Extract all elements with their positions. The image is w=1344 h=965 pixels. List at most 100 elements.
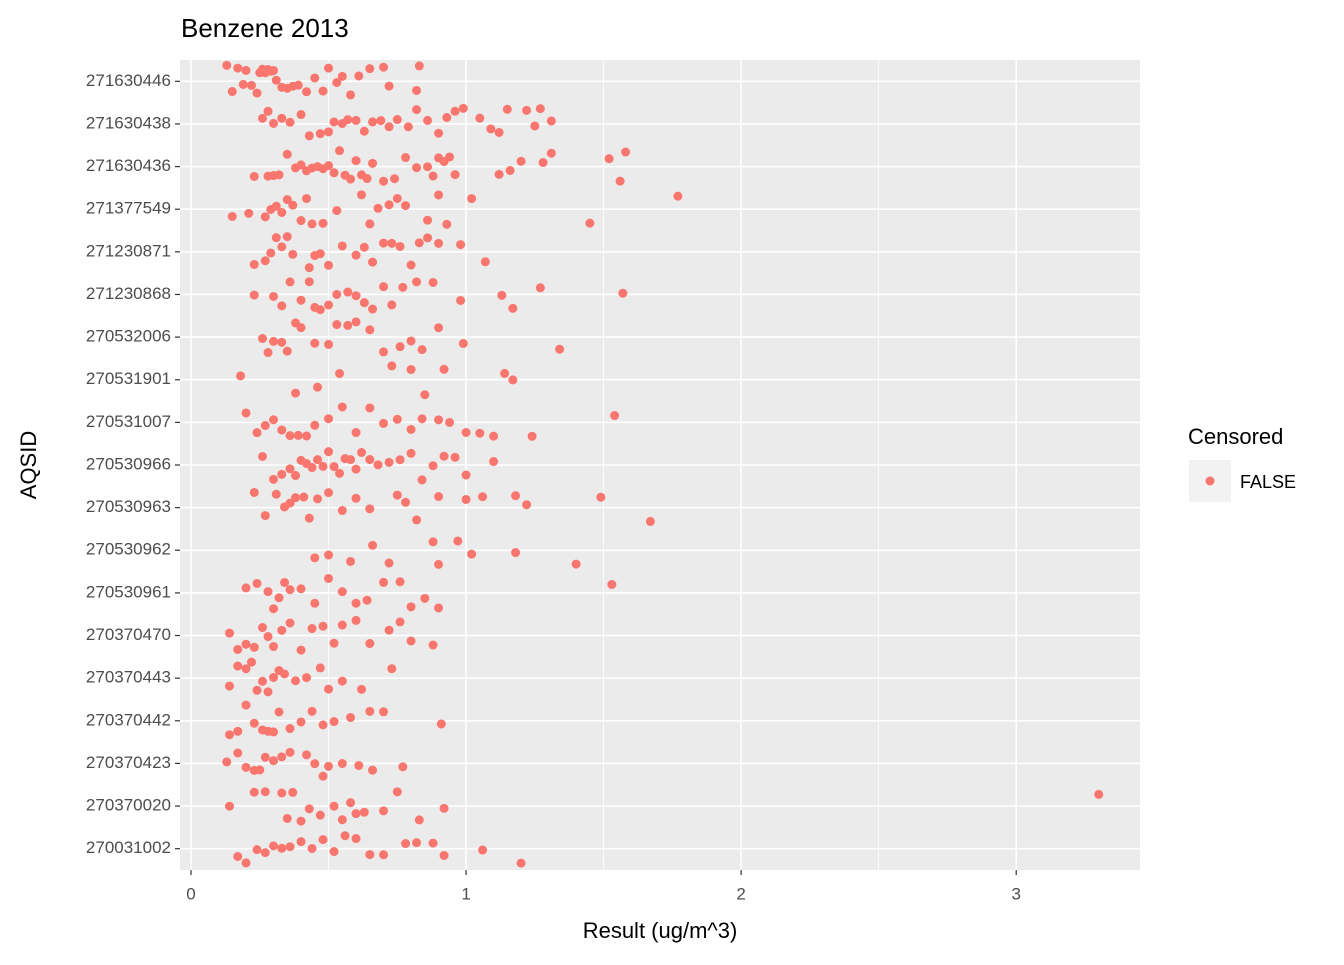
point [249,718,259,728]
point [335,146,345,156]
point [332,77,342,87]
point [351,291,361,301]
point [324,300,334,310]
point [277,425,287,435]
point [324,573,334,583]
point [324,414,334,424]
point [318,771,328,781]
point [304,277,314,287]
point [516,156,526,166]
point [502,104,512,114]
point [233,644,243,654]
point [365,706,375,716]
point [527,431,537,441]
point [439,451,449,461]
point [277,625,287,635]
point [313,382,323,392]
point [252,428,262,438]
point [241,664,251,674]
point [285,117,295,127]
point [379,806,389,816]
point [365,504,375,514]
y-tick-label: 270370020 [86,796,171,815]
point [359,298,369,308]
point [296,816,306,826]
point [337,587,347,597]
point [359,807,369,817]
point [428,171,438,181]
point [645,516,655,526]
point [618,288,628,298]
point [280,577,290,587]
point [596,492,606,502]
point [384,625,394,635]
point [445,152,455,162]
point [337,71,347,81]
point [291,388,301,398]
point [346,713,356,723]
point [362,174,372,184]
point [351,317,361,327]
point [337,759,347,769]
y-tick-label: 271630446 [86,71,171,90]
point [329,168,339,178]
point [269,291,279,301]
point [417,414,427,424]
point [222,60,232,70]
point [291,676,301,686]
point [403,122,413,132]
legend-marker [1205,476,1215,486]
point [282,813,292,823]
point [365,403,375,413]
point [324,488,334,498]
point [365,64,375,74]
point [233,851,243,861]
point [271,75,281,85]
point [379,62,389,72]
point [252,88,262,98]
point [428,277,438,287]
point [318,720,328,730]
point [546,116,556,126]
point [406,602,416,612]
point [249,259,259,269]
point [387,361,397,371]
point [530,121,540,131]
point [420,593,430,603]
point [475,428,485,438]
y-tick-label: 270531007 [86,412,171,431]
point [241,858,251,868]
point [392,193,402,203]
point [357,448,367,458]
point [511,548,521,558]
point [417,345,427,355]
point [450,452,460,462]
point [258,334,268,344]
y-tick-label: 270530962 [86,540,171,559]
point [497,290,507,300]
point [241,583,251,593]
point [379,418,389,428]
point [302,87,312,97]
point [351,598,361,608]
point [318,86,328,96]
point [260,752,270,762]
point [434,190,444,200]
point [461,494,471,504]
y-tick-label: 271630436 [86,156,171,175]
point [428,461,438,471]
point [401,153,411,163]
point [282,346,292,356]
point [365,850,375,860]
point [434,128,444,138]
point [263,106,273,116]
point [401,201,411,211]
point [384,558,394,568]
point [384,200,394,210]
point [332,320,342,330]
point [351,464,361,474]
point [478,845,488,855]
point [392,115,402,125]
point [379,176,389,186]
